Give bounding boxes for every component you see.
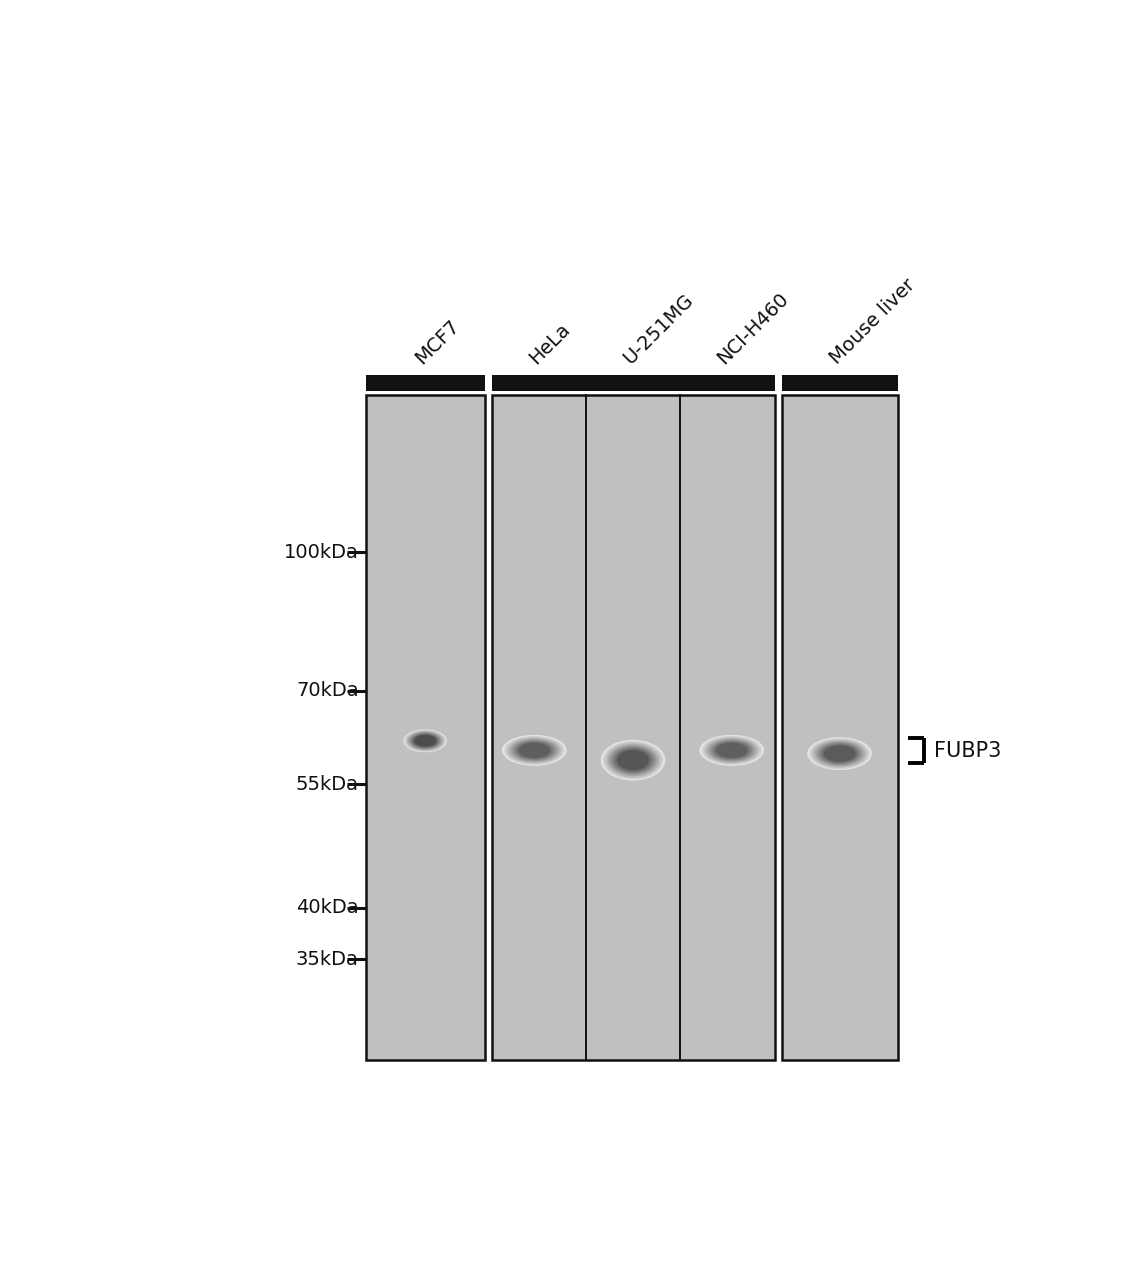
Text: NCI-H460: NCI-H460 [714, 289, 793, 367]
Ellipse shape [807, 737, 871, 769]
Ellipse shape [618, 751, 648, 769]
Ellipse shape [714, 742, 750, 759]
Bar [366, 375, 484, 392]
Text: U-251MG: U-251MG [619, 291, 697, 367]
Ellipse shape [717, 744, 747, 758]
Ellipse shape [708, 739, 756, 762]
Ellipse shape [607, 744, 660, 777]
Ellipse shape [515, 741, 555, 759]
Text: FUBP3: FUBP3 [934, 741, 1001, 760]
Ellipse shape [406, 731, 445, 751]
Ellipse shape [513, 740, 557, 760]
Bar [491, 396, 775, 1060]
Ellipse shape [415, 736, 435, 746]
Ellipse shape [601, 740, 665, 780]
Ellipse shape [811, 739, 869, 768]
Ellipse shape [700, 736, 763, 765]
Text: HeLa: HeLa [525, 319, 574, 367]
Ellipse shape [710, 740, 754, 760]
Ellipse shape [603, 742, 662, 778]
Ellipse shape [609, 745, 658, 776]
Ellipse shape [412, 733, 439, 748]
Ellipse shape [409, 732, 441, 749]
Bar [491, 375, 775, 392]
Ellipse shape [613, 748, 653, 773]
Ellipse shape [505, 737, 564, 764]
Ellipse shape [519, 744, 549, 758]
Ellipse shape [507, 737, 561, 763]
Ellipse shape [702, 737, 761, 764]
Ellipse shape [712, 741, 752, 759]
Bar [366, 396, 484, 1060]
Bar [781, 375, 898, 392]
Text: 55kDa: 55kDa [296, 774, 358, 794]
Ellipse shape [822, 745, 857, 763]
Text: Mouse liver: Mouse liver [827, 275, 919, 367]
Text: MCF7: MCF7 [412, 316, 464, 367]
Text: 35kDa: 35kDa [296, 950, 358, 969]
Ellipse shape [502, 736, 566, 765]
Text: 100kDa: 100kDa [284, 543, 358, 562]
Ellipse shape [815, 741, 864, 765]
Ellipse shape [411, 733, 440, 749]
Bar [781, 396, 898, 1060]
Ellipse shape [510, 739, 559, 762]
Ellipse shape [517, 742, 552, 759]
Ellipse shape [407, 732, 443, 750]
Ellipse shape [705, 737, 759, 763]
Ellipse shape [414, 735, 437, 746]
Text: 40kDa: 40kDa [296, 899, 358, 916]
Ellipse shape [611, 746, 655, 774]
Ellipse shape [616, 749, 651, 771]
Ellipse shape [824, 746, 855, 762]
Ellipse shape [818, 742, 862, 764]
Ellipse shape [813, 740, 866, 767]
Ellipse shape [404, 730, 447, 751]
Text: 70kDa: 70kDa [296, 681, 358, 700]
Ellipse shape [820, 744, 860, 763]
